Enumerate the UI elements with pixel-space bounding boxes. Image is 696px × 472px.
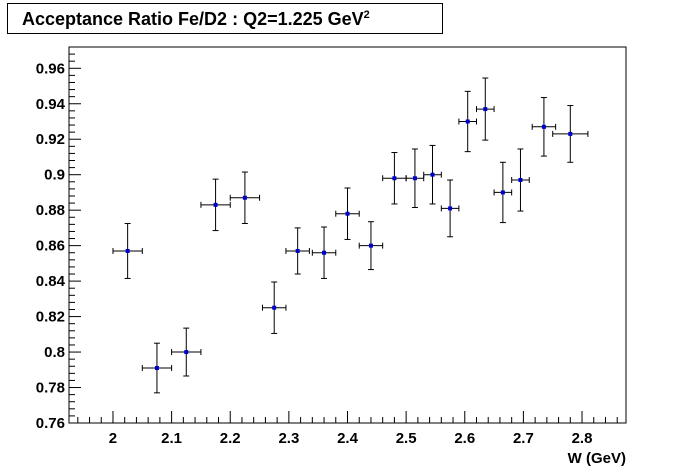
data-points bbox=[112, 77, 589, 394]
data-marker bbox=[368, 243, 373, 248]
data-point bbox=[458, 90, 477, 153]
data-marker bbox=[541, 124, 546, 129]
data-point bbox=[382, 152, 407, 205]
x-axis: 2 2.1 2.2 2.3 2.4 2.5 2.6 2.7 2.8 bbox=[77, 411, 618, 447]
y-axis: 0.76 0.78 0.8 0.82 0.84 0.86 0.88 0.9 0.92 0.94 0.… bbox=[36, 46, 81, 432]
data-point bbox=[552, 105, 589, 163]
y-tick-label: 0.88 bbox=[36, 202, 65, 219]
data-marker bbox=[345, 211, 350, 216]
data-point bbox=[440, 179, 460, 238]
y-tick-label: 0.96 bbox=[36, 60, 65, 77]
data-marker bbox=[430, 172, 435, 177]
x-axis-label: W (GeV) bbox=[568, 450, 626, 467]
data-point bbox=[311, 226, 337, 279]
data-marker bbox=[184, 350, 189, 355]
data-point bbox=[141, 342, 173, 394]
data-point bbox=[171, 327, 202, 377]
data-point bbox=[405, 148, 425, 209]
y-tick-label: 0.84 bbox=[36, 273, 66, 290]
data-point bbox=[493, 161, 513, 224]
x-tick-label: 2.5 bbox=[396, 430, 417, 447]
chart-title-box: Acceptance Ratio Fe/D2 : Q2=1.225 GeV2 bbox=[7, 3, 443, 34]
x-tick-label: 2 bbox=[109, 430, 117, 447]
y-tick-label: 0.92 bbox=[36, 131, 65, 148]
y-tick-label: 0.76 bbox=[36, 415, 65, 432]
data-marker bbox=[242, 195, 247, 200]
data-marker bbox=[448, 206, 453, 211]
y-tick-label: 0.82 bbox=[36, 309, 65, 326]
x-tick-label: 2.8 bbox=[572, 430, 593, 447]
data-marker bbox=[483, 107, 488, 112]
x-tick-label: 2.2 bbox=[220, 430, 241, 447]
data-marker bbox=[412, 176, 417, 181]
y-tick-label: 0.8 bbox=[44, 344, 65, 361]
y-tick-label: 0.86 bbox=[36, 238, 65, 255]
chart-title: Acceptance Ratio Fe/D2 : Q2=1.225 GeV2 bbox=[22, 9, 370, 30]
data-marker bbox=[154, 366, 159, 371]
data-point bbox=[335, 187, 360, 240]
x-tick-label: 2.1 bbox=[161, 430, 182, 447]
data-marker bbox=[322, 250, 327, 255]
x-tick-label: 2.3 bbox=[278, 430, 299, 447]
data-point bbox=[285, 227, 310, 275]
data-marker bbox=[295, 248, 300, 253]
data-point bbox=[200, 178, 231, 232]
data-marker bbox=[518, 178, 523, 183]
data-marker bbox=[272, 305, 277, 310]
chart-title-superscript: 2 bbox=[363, 9, 370, 21]
data-marker bbox=[465, 119, 470, 124]
data-marker bbox=[568, 131, 573, 136]
y-tick-label: 0.78 bbox=[36, 380, 65, 397]
data-point bbox=[475, 77, 495, 141]
data-point bbox=[531, 97, 557, 157]
data-marker bbox=[125, 248, 130, 253]
data-point bbox=[511, 148, 530, 212]
x-tick-label: 2.6 bbox=[454, 430, 475, 447]
data-marker bbox=[500, 190, 505, 195]
chart-title-text: Acceptance Ratio Fe/D2 : Q2=1.225 GeV bbox=[22, 9, 364, 29]
data-point bbox=[229, 171, 261, 224]
data-point bbox=[423, 144, 442, 205]
x-tick-label: 2.4 bbox=[337, 430, 359, 447]
data-marker bbox=[392, 176, 397, 181]
y-tick-label: 0.9 bbox=[44, 167, 65, 184]
data-point bbox=[261, 281, 287, 334]
x-tick-label: 2.7 bbox=[513, 430, 534, 447]
data-marker bbox=[213, 202, 218, 207]
data-point bbox=[112, 222, 143, 279]
y-tick-label: 0.94 bbox=[36, 96, 66, 113]
data-point bbox=[358, 221, 384, 271]
